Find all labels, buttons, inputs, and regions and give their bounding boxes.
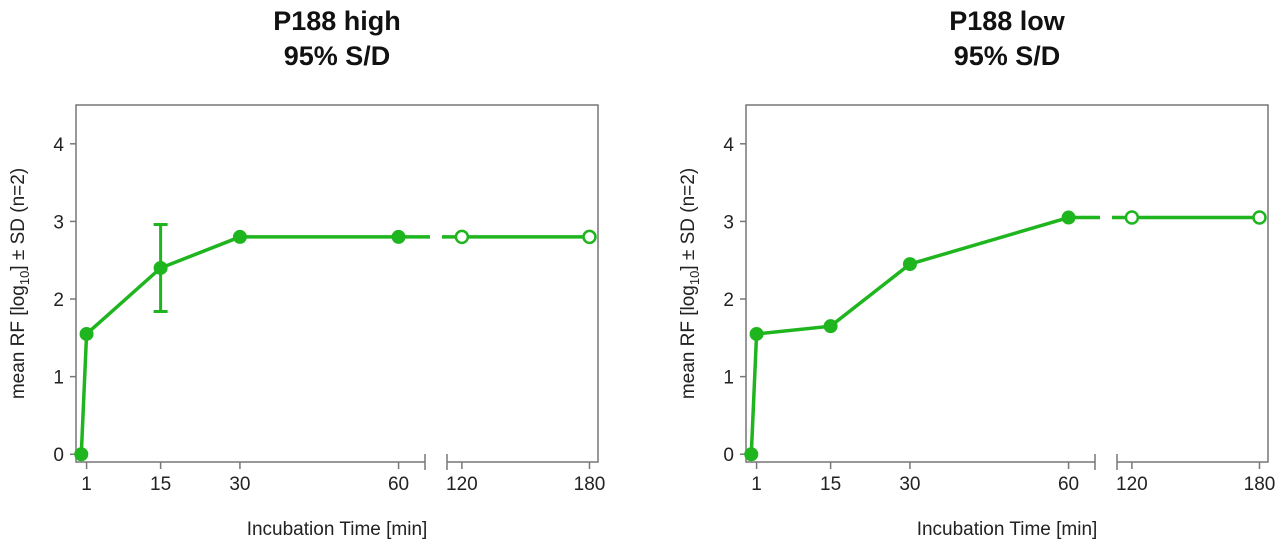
break-gap	[1100, 107, 1112, 452]
y-axis-label: mean RF [log10] ± SD (n=2)	[678, 168, 702, 399]
data-point	[1124, 210, 1140, 225]
x-tick-label: 60	[1058, 474, 1079, 495]
x-tick-label: 15	[820, 474, 841, 495]
x-tick-label: 15	[150, 474, 171, 495]
y-tick-label: 1	[53, 368, 64, 389]
data-point	[79, 326, 94, 341]
x-tick-label: 60	[388, 474, 409, 495]
data-point	[749, 326, 764, 341]
x-tick-label: 120	[446, 474, 478, 495]
y-axis-label-part: 10	[17, 271, 32, 285]
data-line	[749, 215, 1260, 455]
data-point	[1061, 210, 1076, 225]
x-tick-label: 30	[229, 474, 250, 495]
data-point	[153, 260, 168, 275]
chart-title: 95% S/D	[284, 41, 391, 71]
x-tick-label: 180	[1244, 474, 1276, 495]
x-tick-label: 180	[574, 474, 606, 495]
y-axis-label: mean RF [log10] ± SD (n=2)	[8, 168, 32, 399]
y-tick-label: 4	[53, 135, 64, 156]
data-point	[582, 229, 597, 245]
data-point	[391, 229, 406, 244]
y-tick-label: 4	[723, 135, 734, 156]
chart-title: P188 low	[949, 6, 1066, 36]
y-axis-label-part: 10	[687, 271, 702, 285]
chart-title: 95% S/D	[954, 41, 1061, 71]
data-point	[232, 229, 247, 244]
break-gap	[430, 107, 442, 452]
x-tick-label: 1	[81, 474, 92, 495]
x-axis-label: Incubation Time [min]	[917, 519, 1098, 540]
x-tick-label: 30	[899, 474, 920, 495]
y-tick-label: 2	[53, 290, 64, 311]
y-tick-label: 2	[723, 290, 734, 311]
y-tick-label: 3	[723, 212, 734, 233]
y-axis-label-part: mean RF [log	[8, 285, 29, 399]
plot-frame	[745, 104, 1269, 463]
plot-frame	[75, 104, 599, 463]
x-tick-label: 120	[1116, 474, 1148, 495]
y-tick-label: 1	[723, 368, 734, 389]
data-point	[1252, 210, 1267, 225]
data-point	[74, 447, 89, 462]
x-axis-label: Incubation Time [min]	[247, 519, 428, 540]
y-axis-label-part: ] ± SD (n=2)	[8, 168, 29, 271]
y-axis-label-part: ] ± SD (n=2)	[678, 168, 699, 271]
y-tick-label: 0	[53, 445, 64, 466]
data-point	[744, 447, 759, 462]
y-axis-label-part: mean RF [log	[678, 285, 699, 399]
y-tick-label: 3	[53, 212, 64, 233]
x-tick-label: 1	[751, 474, 762, 495]
chart-title: P188 high	[273, 6, 401, 36]
data-point	[454, 229, 470, 245]
data-point	[823, 319, 838, 334]
y-tick-label: 0	[723, 445, 734, 466]
data-point	[902, 257, 917, 272]
